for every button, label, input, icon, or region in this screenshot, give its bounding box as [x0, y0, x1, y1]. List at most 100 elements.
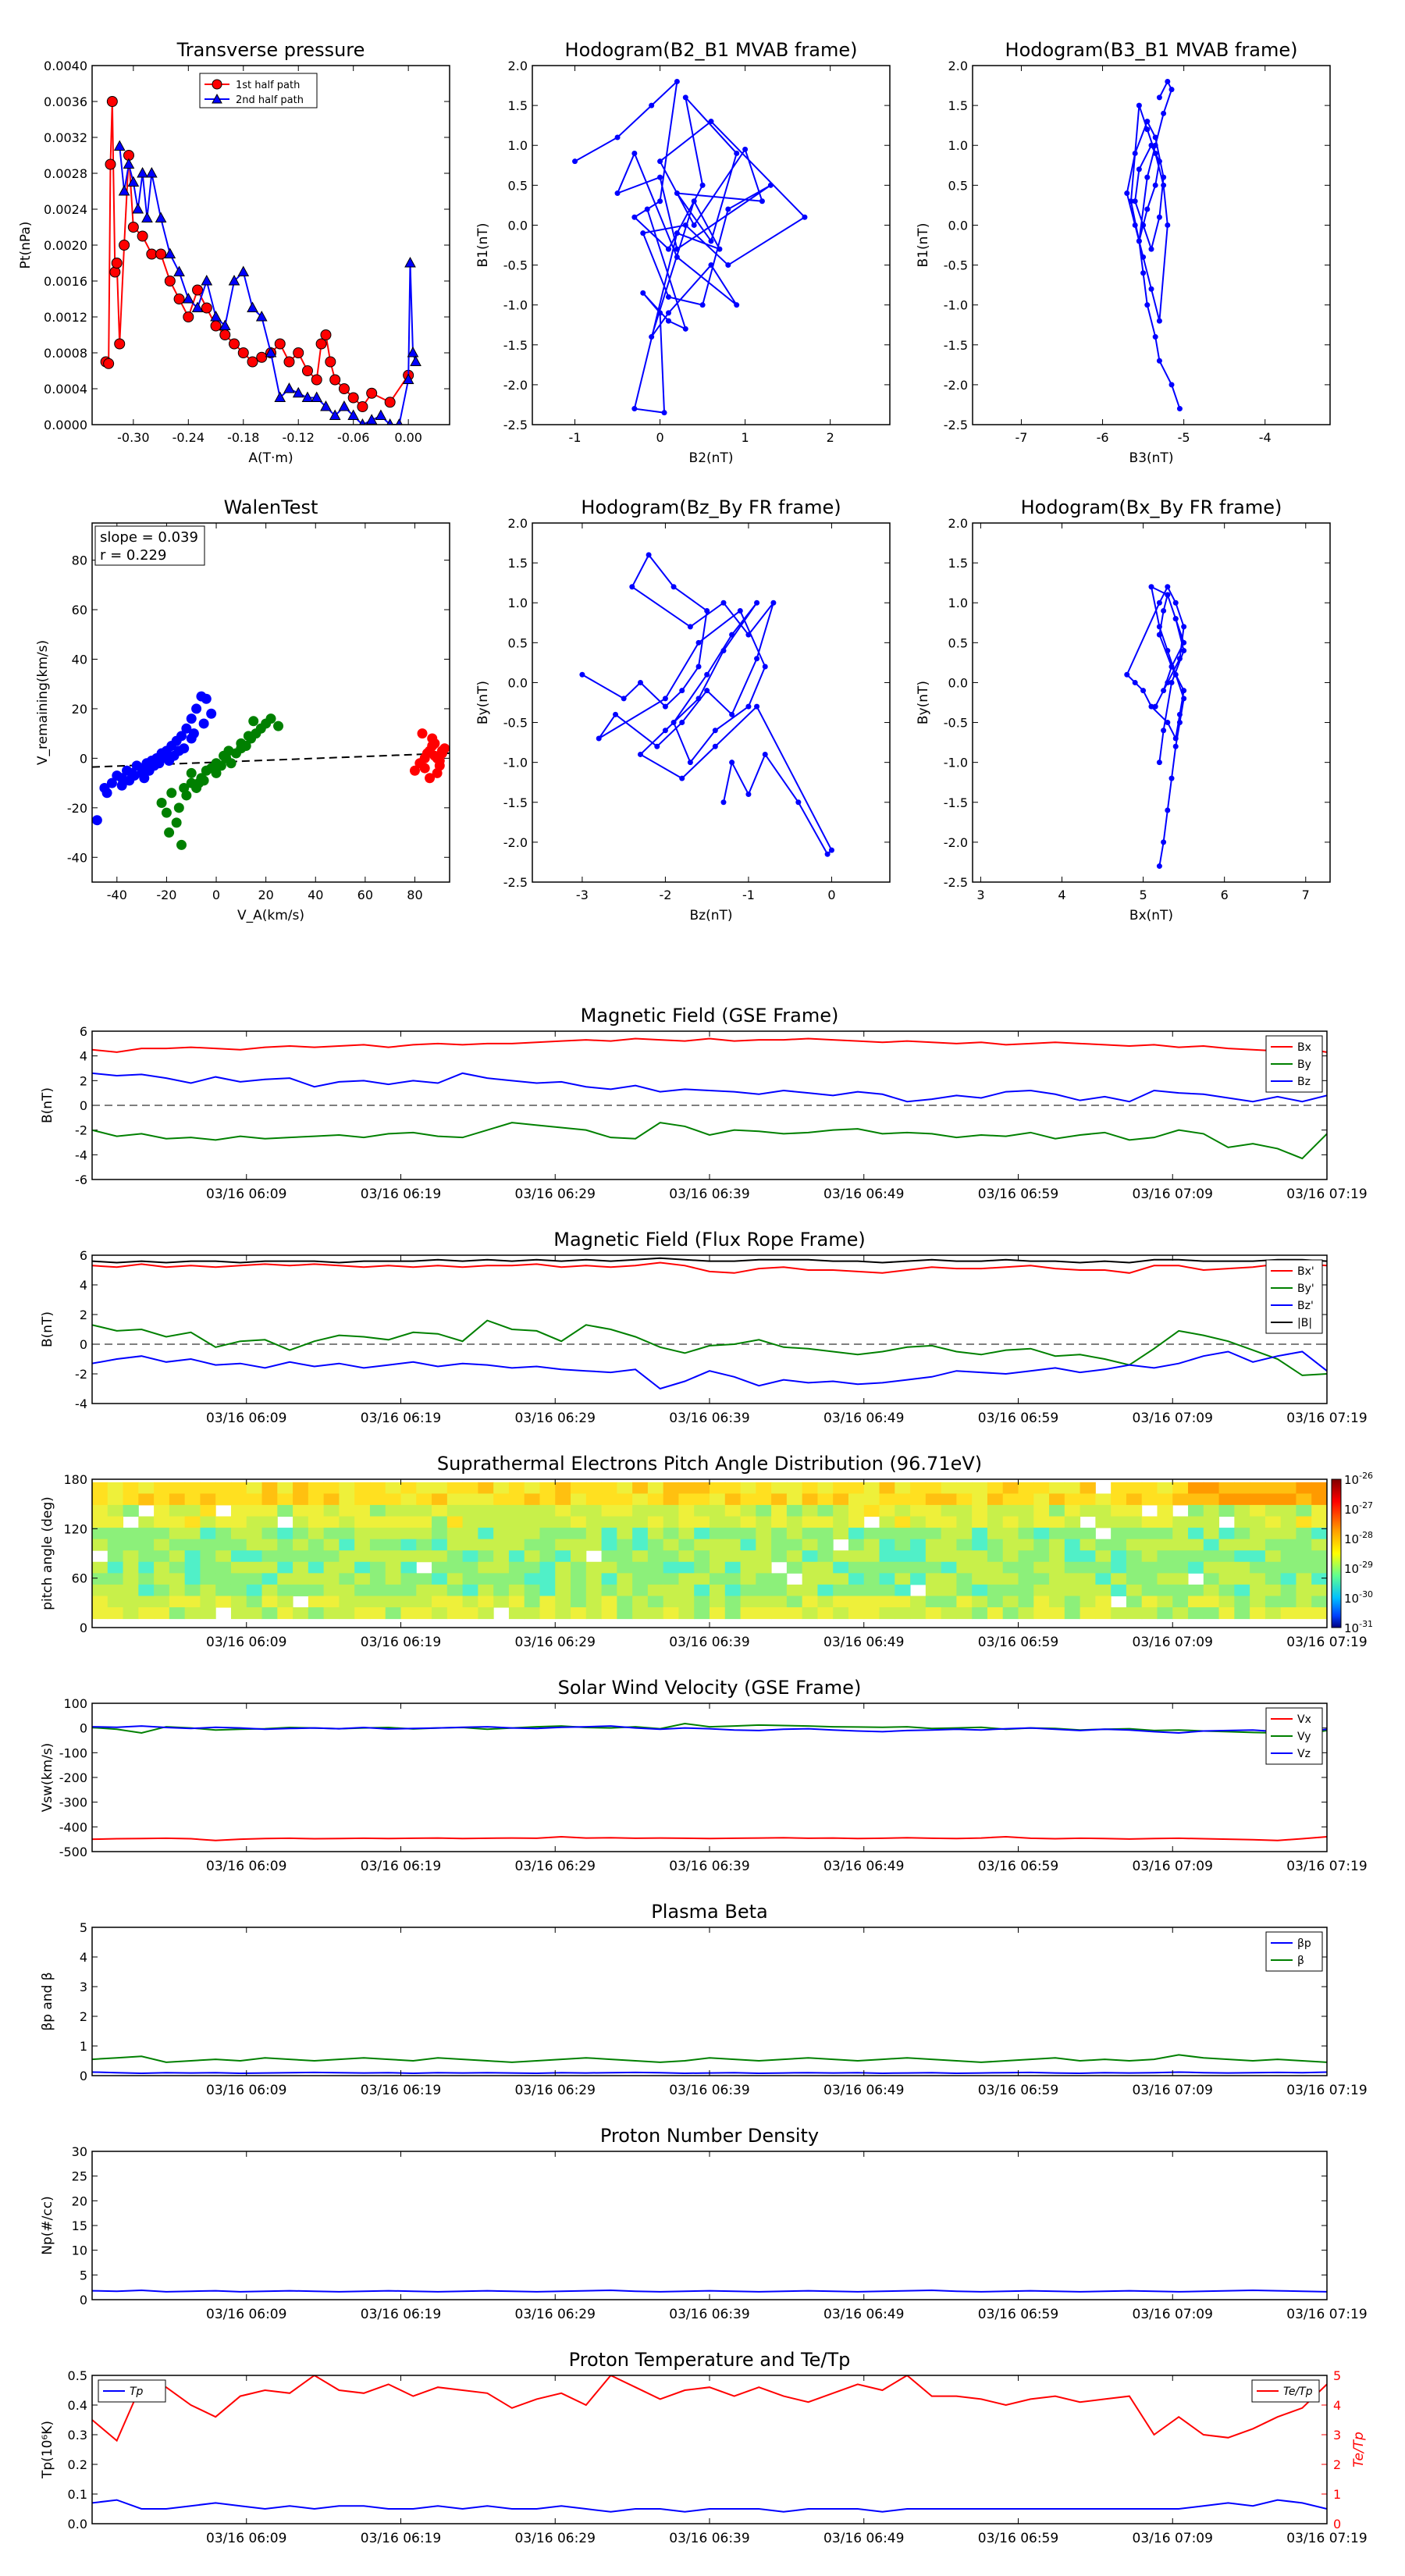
heatmap-cell: [400, 1561, 417, 1574]
heatmap-cell: [1172, 1516, 1189, 1528]
heatmap-cell: [524, 1573, 540, 1585]
heatmap-cell: [1080, 1607, 1096, 1620]
heatmap-cell: [1080, 1539, 1096, 1551]
heatmap-cell: [925, 1539, 942, 1551]
heatmap-cell: [508, 1584, 525, 1596]
data-point: [201, 302, 212, 314]
heatmap-cell: [1250, 1561, 1266, 1574]
heatmap-cell: [740, 1493, 756, 1506]
heatmap-cell: [1111, 1528, 1127, 1540]
data-point: [745, 703, 752, 710]
heatmap-cell: [663, 1493, 679, 1506]
data-point: [734, 302, 740, 308]
data-point: [329, 409, 341, 420]
data-point: [315, 338, 327, 350]
heatmap-cell: [1064, 1539, 1081, 1551]
heatmap-cell: [277, 1493, 293, 1506]
heatmap-cell: [154, 1584, 170, 1596]
heatmap-cell: [493, 1561, 510, 1574]
heatmap-cell: [555, 1596, 571, 1608]
heatmap-cell: [1250, 1539, 1266, 1551]
heatmap-cell: [230, 1550, 247, 1563]
heatmap-cell: [369, 1482, 386, 1494]
heatmap-cell: [246, 1482, 263, 1494]
heatmap-cell: [508, 1504, 525, 1517]
heatmap-cell: [1203, 1550, 1220, 1563]
data-point: [631, 214, 638, 220]
heatmap-cell: [462, 1482, 478, 1494]
heatmap-cell: [1157, 1561, 1173, 1574]
heatmap-cell: [1095, 1550, 1112, 1563]
data-point: [106, 777, 117, 788]
heatmap-cell: [833, 1504, 849, 1517]
y-axis-label: B1(nT): [475, 223, 491, 268]
heatmap-cell: [293, 1584, 309, 1596]
plot-frame: [972, 522, 1331, 883]
heatmap-cell: [1002, 1504, 1019, 1517]
heatmap-cell: [756, 1493, 772, 1506]
legend-box: [1265, 1259, 1323, 1334]
heatmap-cell: [1018, 1528, 1034, 1540]
heatmap-cell: [1188, 1504, 1204, 1517]
heatmap-cell: [694, 1493, 710, 1506]
heatmap-cell: [446, 1596, 464, 1608]
heatmap-cell: [1264, 1516, 1282, 1528]
data-point: [1176, 711, 1183, 717]
heatmap-cell: [539, 1504, 556, 1517]
heatmap-cell: [169, 1504, 186, 1517]
y-tick-label: 0.5: [948, 178, 968, 193]
heatmap-cell: [879, 1504, 895, 1517]
heatmap-cell: [585, 1493, 603, 1506]
data-point: [155, 212, 167, 222]
data-point: [720, 600, 727, 606]
data-point: [1156, 94, 1162, 101]
heatmap-cell: [879, 1573, 895, 1585]
heatmap-cell: [1157, 1493, 1173, 1506]
time-tick-label: 03/16 07:09: [1133, 1859, 1213, 1874]
data-point: [795, 799, 802, 806]
data-point: [1152, 150, 1158, 156]
heatmap-cell: [493, 1482, 510, 1494]
heatmap-cell: [786, 1493, 803, 1506]
series-line-|B|: [92, 1257, 1327, 1264]
heatmap-cell: [1203, 1516, 1220, 1528]
data-point: [759, 198, 765, 205]
heatmap-cell: [354, 1493, 371, 1506]
data-point: [301, 365, 313, 376]
data-point: [729, 711, 735, 717]
data-point: [1165, 78, 1171, 84]
heatmap-cell: [848, 1504, 865, 1517]
heatmap-cell: [339, 1607, 355, 1620]
heatmap-cell: [848, 1596, 865, 1608]
heatmap-cell: [863, 1584, 880, 1596]
heatmap-cell: [1049, 1539, 1065, 1551]
heatmap-cell: [663, 1561, 679, 1574]
heatmap-cell: [123, 1596, 139, 1608]
data-point: [274, 391, 286, 402]
data-point: [679, 775, 685, 781]
heatmap-cell: [323, 1528, 340, 1540]
heatmap-cell: [416, 1482, 432, 1494]
heatmap-cell: [493, 1596, 510, 1608]
heatmap-cell: [1095, 1573, 1112, 1585]
data-point: [621, 696, 627, 702]
heatmap-cell: [416, 1550, 432, 1563]
data-point: [1148, 246, 1154, 252]
y-tick-label: 1.5: [508, 98, 528, 113]
heatmap-cell: [1002, 1528, 1019, 1540]
heatmap-cell: [694, 1504, 710, 1517]
data-point: [113, 140, 126, 151]
data-point: [1140, 688, 1147, 694]
heatmap-cell: [1018, 1584, 1034, 1596]
data-point: [219, 319, 231, 330]
heatmap-cell: [601, 1482, 617, 1494]
heatmap-cell: [1126, 1584, 1143, 1596]
data-point: [665, 318, 671, 324]
time-tick-label: 03/16 06:29: [515, 1187, 596, 1202]
heatmap-cell: [771, 1550, 788, 1563]
heatmap-cell: [694, 1596, 710, 1608]
y-tick-label: 6: [80, 1024, 87, 1039]
plot-frame: [91, 2375, 1328, 2524]
heatmap-cell: [1095, 1493, 1112, 1506]
heatmap-cell: [524, 1561, 540, 1574]
